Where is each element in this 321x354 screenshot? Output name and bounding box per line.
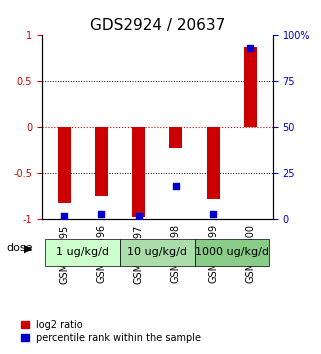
Bar [244,47,257,127]
Text: 1000 ug/kg/d: 1000 ug/kg/d [195,247,269,257]
Bar [169,127,182,148]
Bar [132,127,145,217]
Title: GDS2924 / 20637: GDS2924 / 20637 [90,18,225,33]
Text: 10 ug/kg/d: 10 ug/kg/d [127,247,187,257]
Point [99,211,104,217]
Text: ▶: ▶ [24,244,32,254]
FancyBboxPatch shape [46,239,120,266]
Text: 1 ug/kg/d: 1 ug/kg/d [56,247,109,257]
FancyBboxPatch shape [195,239,269,266]
Text: dose: dose [6,243,33,253]
Point [62,213,67,219]
Bar [207,127,220,199]
Legend: log2 ratio, percentile rank within the sample: log2 ratio, percentile rank within the s… [21,320,202,343]
Point [136,213,141,219]
Point [248,45,253,51]
Bar [95,127,108,196]
FancyBboxPatch shape [120,239,195,266]
Point [211,211,216,217]
Point [173,183,178,189]
Bar [57,127,71,203]
